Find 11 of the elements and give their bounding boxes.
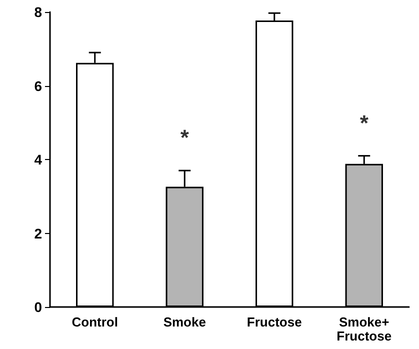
x-tick-label: Smoke+ Fructose [336,314,392,344]
annotation: * [180,125,190,150]
y-tick-label: 0 [34,299,42,315]
x-tick-label: Fructose [246,314,302,330]
x-tick-label: Control [72,314,118,330]
y-tick-label: 4 [34,152,42,168]
y-tick-label: 2 [34,225,42,242]
x-tick-label: Smoke [163,314,206,330]
y-tick-label: 6 [34,78,42,94]
y-tick-label: 8 [34,4,42,20]
annotation: * [360,110,369,136]
